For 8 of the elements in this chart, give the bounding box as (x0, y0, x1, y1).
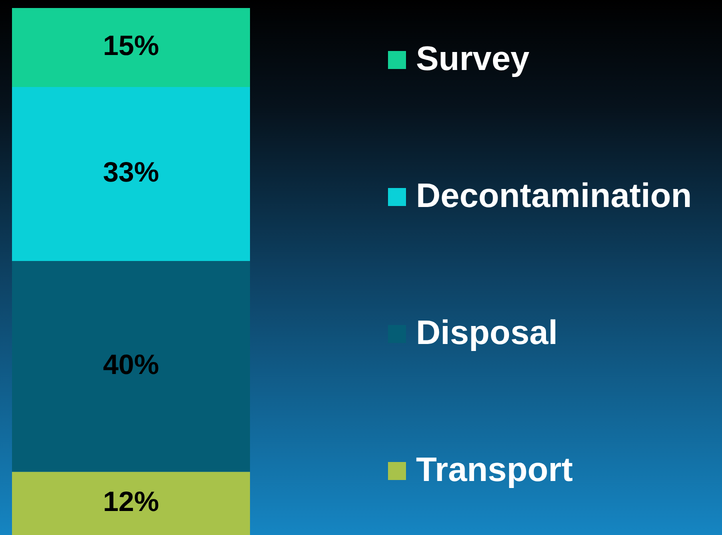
legend-label: Survey (416, 40, 530, 79)
data-label: 40% (102, 349, 160, 380)
legend-label: Transport (416, 451, 573, 490)
legend-label: Disposal (416, 314, 558, 353)
data-label: 33% (102, 156, 160, 188)
legend-label: Decontamination (416, 177, 692, 216)
data-label: 15% (102, 30, 160, 62)
data-label: 12% (102, 486, 160, 518)
